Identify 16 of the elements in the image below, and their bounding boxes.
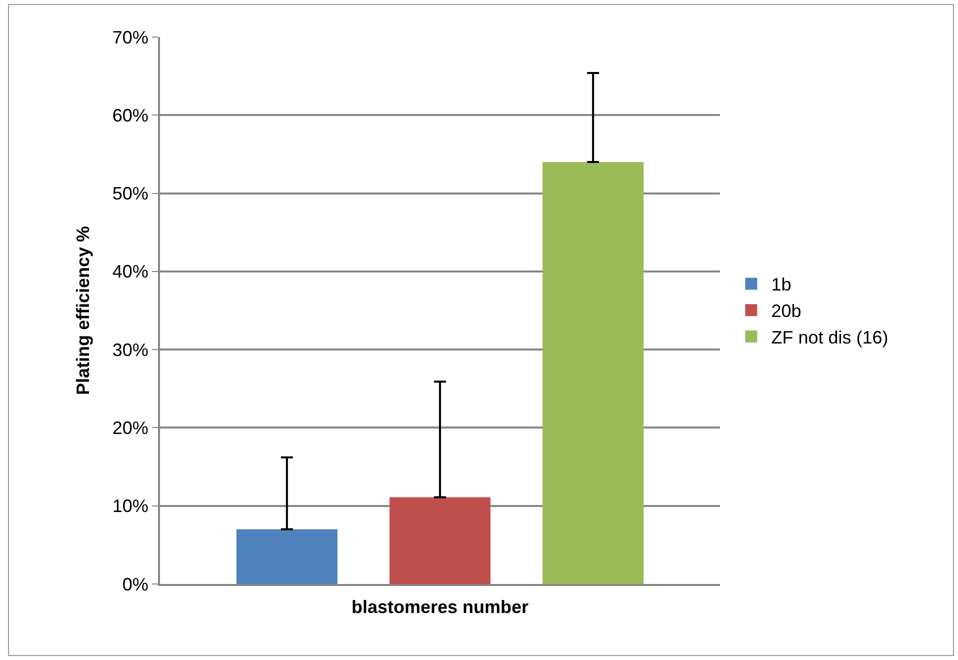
y-tick-label: 50% [112,184,148,204]
legend-label: 20b [771,301,802,322]
y-tick-label: 70% [112,27,148,48]
y-tick-label: 30% [112,340,148,360]
y-tick-label: 20% [112,418,148,438]
bar [542,162,644,584]
y-axis-title: Plating efficiency % [73,226,94,396]
y-tick-label: 10% [112,496,148,516]
bar [389,497,491,584]
bar [236,529,338,584]
y-tick-label: 0% [122,574,148,594]
x-axis-title: blastomeres number [351,597,529,618]
legend-label: ZF not dis (16) [771,328,888,348]
y-tick-label: 60% [112,105,148,126]
y-tick-label: 40% [112,262,148,282]
legend-label: 1b [771,274,792,295]
